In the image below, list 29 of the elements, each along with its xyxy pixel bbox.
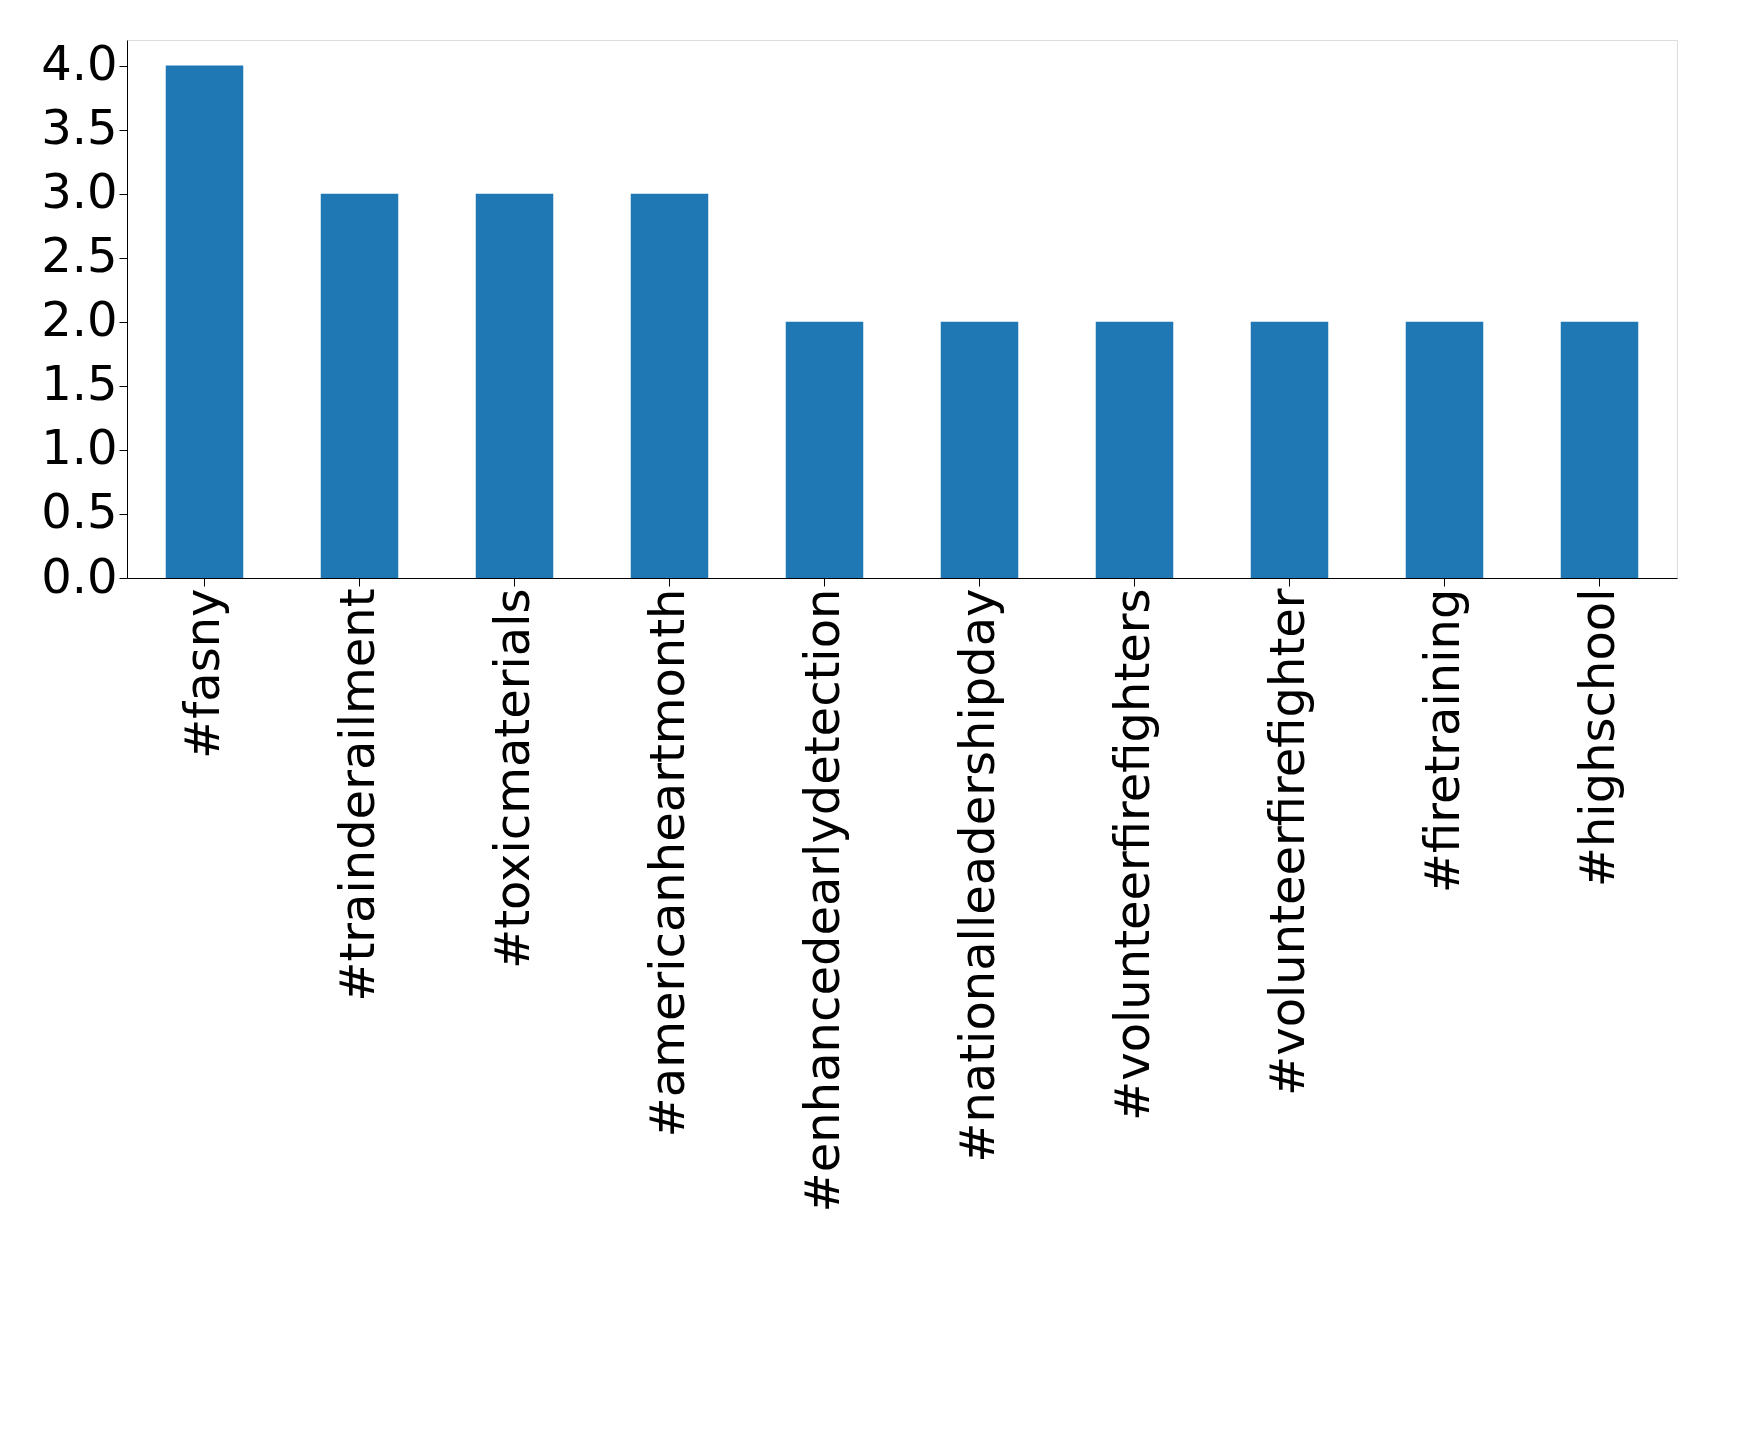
x-tick-label: #enhancedearlydetection <box>793 588 850 1213</box>
x-tick-label: #highschool <box>1568 588 1625 888</box>
y-tick-label: 0.0 <box>41 547 118 604</box>
bar <box>940 321 1019 578</box>
x-tick-label: #toxicmaterials <box>483 588 540 969</box>
x-tick-label: #volunteerfirefighter <box>1258 588 1315 1096</box>
y-tick-label: 3.5 <box>41 99 118 156</box>
x-tick-label: #americanheartmonth <box>638 588 695 1138</box>
bar <box>785 321 864 578</box>
y-tick-label: 1.0 <box>41 419 118 476</box>
bar <box>1250 321 1329 578</box>
y-tick-label: 1.5 <box>41 355 118 412</box>
bar <box>1560 321 1639 578</box>
y-tick-label: 4.0 <box>41 35 118 92</box>
bar <box>165 65 244 578</box>
x-tick-label: #trainderailment <box>328 588 385 1002</box>
bar <box>1095 321 1174 578</box>
bar <box>1405 321 1484 578</box>
bar <box>475 193 554 578</box>
x-tick-label: #volunteerfirefighters <box>1103 588 1160 1121</box>
bar <box>320 193 399 578</box>
x-tick-label: #fasny <box>173 588 230 759</box>
y-tick-label: 2.5 <box>41 227 118 284</box>
y-tick-label: 2.0 <box>41 291 118 348</box>
x-tick-label: #firetraining <box>1413 588 1470 894</box>
bar <box>630 193 709 578</box>
y-tick-label: 0.5 <box>41 483 118 540</box>
x-tick-label: #nationalleadershipday <box>948 588 1005 1163</box>
y-tick-label: 3.0 <box>41 163 118 220</box>
